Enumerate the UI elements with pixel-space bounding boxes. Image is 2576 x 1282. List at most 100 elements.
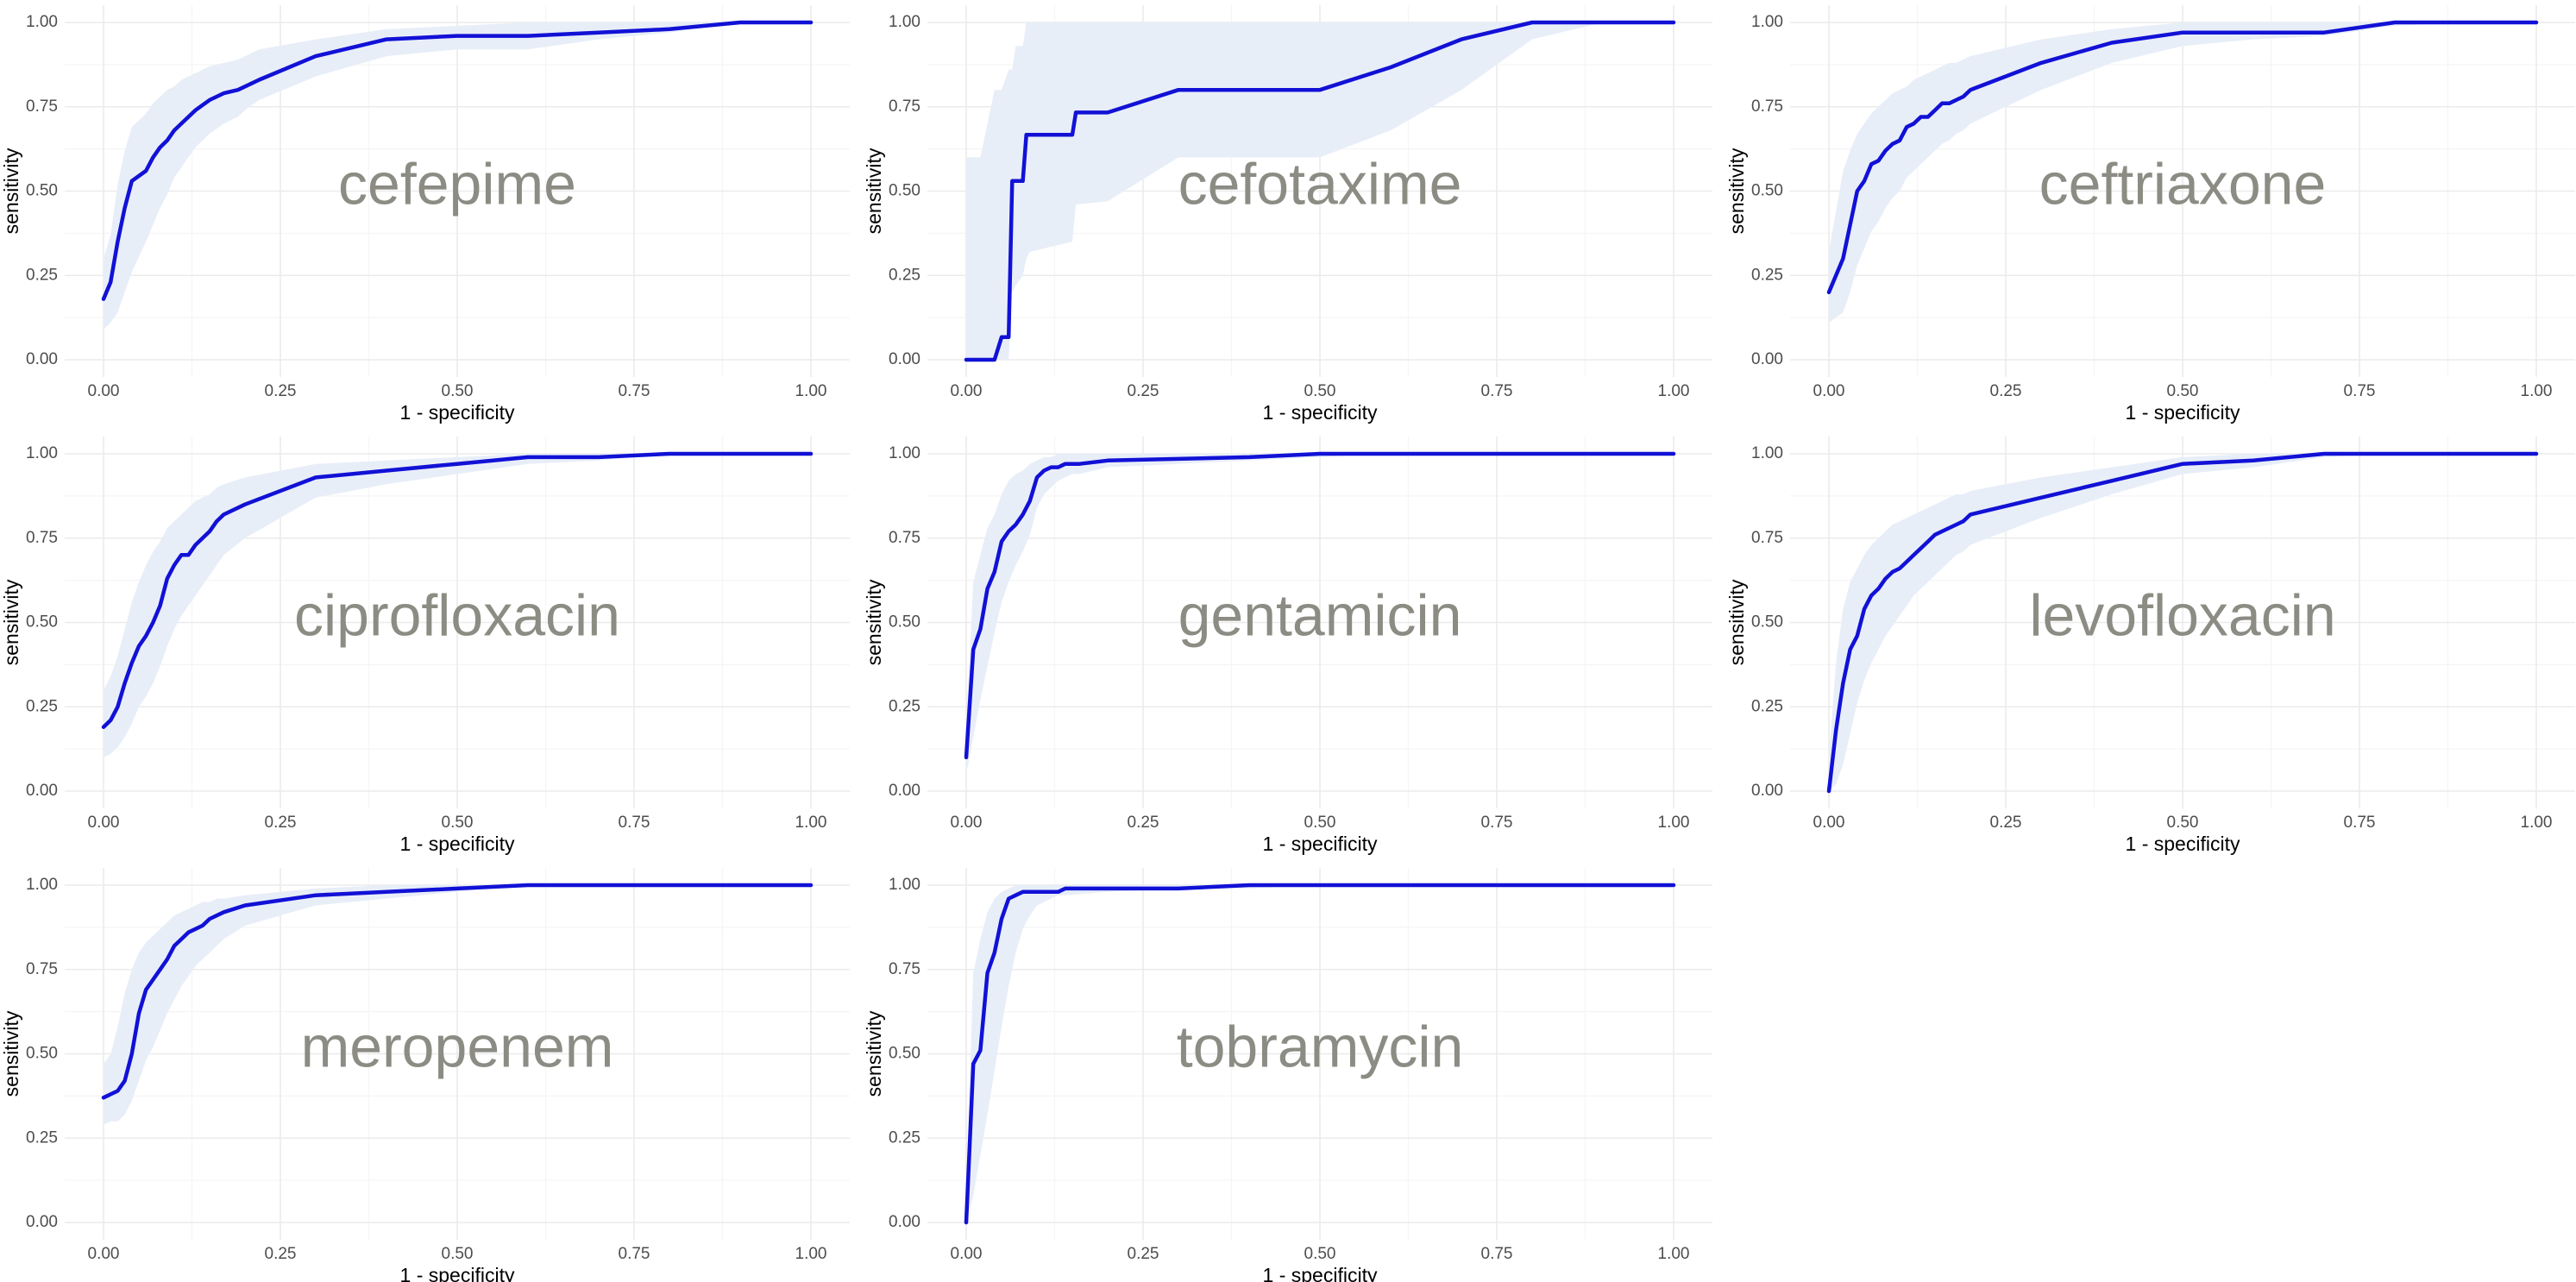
- x-tick-label: 0.50: [2167, 814, 2199, 832]
- x-tick-label: 1.00: [795, 1245, 827, 1263]
- roc-curve: [964, 20, 1676, 362]
- y-tick-label: 0.75: [1751, 529, 1783, 547]
- y-tick-label: 0.25: [26, 697, 58, 715]
- y-tick-label: 0.00: [1751, 782, 1783, 800]
- x-tick-label: 0.00: [88, 382, 120, 400]
- y-tick-label: 0.50: [1751, 182, 1783, 200]
- y-tick-label: 0.00: [1751, 350, 1783, 368]
- antibiotic-label: levofloxacin: [2029, 582, 2335, 648]
- x-tick-label: 1.00: [795, 814, 827, 832]
- y-tick-label: 0.25: [26, 266, 58, 284]
- antibiotic-label: ceftriaxone: [2039, 151, 2327, 217]
- x-axis-title: 1 - specificity: [400, 401, 515, 424]
- panel-cefotaxime: cefotaxime 0.00 0.25 0.50 0.75 1.00 0.00 0.25 0.…: [863, 5, 1712, 424]
- y-axis-title: sensitivity: [0, 579, 22, 665]
- x-axis-title: 1 - specificity: [1263, 833, 1378, 855]
- y-axis-title: sensitivity: [863, 148, 885, 234]
- roc-curve: [101, 883, 814, 1100]
- y-tick-label: 0.25: [1751, 266, 1783, 284]
- x-tick-label: 0.75: [619, 382, 650, 400]
- x-tick-label: 0.25: [1128, 814, 1159, 832]
- x-axis-title: 1 - specificity: [2126, 833, 2240, 855]
- y-tick-label: 0.00: [889, 350, 920, 368]
- y-tick-label: 1.00: [1751, 13, 1783, 31]
- x-tick-label: 0.75: [619, 1245, 650, 1263]
- x-tick-label: 0.75: [619, 814, 650, 832]
- y-tick-label: 0.25: [889, 697, 920, 715]
- x-tick-label: 0.25: [1128, 1245, 1159, 1263]
- x-tick-label: 0.25: [265, 814, 297, 832]
- roc-curve: [964, 451, 1676, 760]
- y-tick-label: 0.75: [889, 960, 920, 978]
- confidence-band: [966, 454, 1674, 775]
- y-tick-label: 0.25: [889, 266, 920, 284]
- x-axis-title: 1 - specificity: [2126, 401, 2240, 424]
- x-tick-label: 0.75: [1481, 1245, 1513, 1263]
- y-tick-label: 1.00: [889, 13, 920, 31]
- x-tick-label: 0.25: [1990, 382, 2022, 400]
- x-tick-label: 0.75: [1481, 382, 1513, 400]
- x-tick-label: 0.50: [442, 382, 474, 400]
- y-tick-label: 0.25: [26, 1128, 58, 1147]
- y-tick-label: 0.00: [26, 350, 58, 368]
- x-tick-label: 0.75: [2344, 814, 2376, 832]
- y-tick-label: 1.00: [26, 13, 58, 31]
- y-tick-label: 0.00: [889, 782, 920, 800]
- panel-levofloxacin: levofloxacin 0.00 0.25 0.50 0.75 1.00 0.00 0.25…: [1725, 437, 2575, 855]
- y-tick-label: 0.00: [26, 782, 58, 800]
- x-tick-label: 0.75: [1481, 814, 1513, 832]
- y-axis-title: sensitivity: [1725, 148, 1748, 234]
- x-axis-title: 1 - specificity: [1263, 1264, 1378, 1282]
- y-tick-label: 0.75: [889, 97, 920, 116]
- antibiotic-label: ciprofloxacin: [294, 582, 620, 648]
- y-tick-label: 0.50: [26, 1045, 58, 1063]
- y-tick-label: 1.00: [26, 444, 58, 462]
- x-tick-label: 0.50: [1304, 814, 1336, 832]
- antibiotic-label: tobramycin: [1177, 1014, 1464, 1079]
- x-tick-label: 0.00: [951, 1245, 983, 1263]
- y-tick-label: 0.50: [889, 613, 920, 632]
- y-tick-label: 1.00: [26, 876, 58, 894]
- roc-curve: [1826, 20, 2539, 295]
- x-tick-label: 0.50: [2167, 382, 2199, 400]
- y-tick-label: 0.50: [889, 1045, 920, 1063]
- y-tick-label: 0.75: [26, 529, 58, 547]
- x-tick-label: 0.75: [2344, 382, 2376, 400]
- roc-curve: [1826, 451, 2539, 794]
- x-tick-label: 0.00: [1813, 814, 1845, 832]
- x-tick-label: 0.25: [265, 1245, 297, 1263]
- antibiotic-label: cefotaxime: [1178, 151, 1462, 217]
- antibiotic-label: gentamicin: [1178, 582, 1462, 648]
- x-tick-label: 1.00: [1658, 1245, 1690, 1263]
- x-axis-title: 1 - specificity: [400, 833, 515, 855]
- roc-curve: [101, 20, 814, 301]
- panel-ceftriaxone: ceftriaxone 0.00 0.25 0.50 0.75 1.00 0.00 0.25 0…: [1725, 5, 2575, 424]
- y-tick-label: 0.75: [26, 97, 58, 116]
- x-axis-title: 1 - specificity: [1263, 401, 1378, 424]
- confidence-band: [966, 22, 1674, 360]
- panel-ciprofloxacin: ciprofloxacin 0.00 0.25 0.50 0.75 1.00 0.00 0.2…: [0, 437, 850, 855]
- x-tick-label: 0.50: [1304, 1245, 1336, 1263]
- antibiotic-label: cefepime: [338, 151, 576, 217]
- y-tick-label: 0.75: [889, 529, 920, 547]
- y-axis-title: sensitivity: [863, 1010, 885, 1097]
- x-tick-label: 0.00: [951, 814, 983, 832]
- roc-curve: [964, 883, 1676, 1225]
- roc-curve: [101, 451, 814, 729]
- panel-meropenem: meropenem 0.00 0.25 0.50 0.75 1.00 0.00 0.25 0.5…: [0, 868, 850, 1282]
- y-tick-label: 0.50: [1751, 613, 1783, 632]
- x-tick-label: 1.00: [2521, 814, 2553, 832]
- x-tick-label: 0.00: [951, 382, 983, 400]
- x-tick-label: 0.25: [1128, 382, 1159, 400]
- y-tick-label: 1.00: [889, 876, 920, 894]
- y-tick-label: 0.50: [26, 613, 58, 632]
- panel-tobramycin: tobramycin 0.00 0.25 0.50 0.75 1.00 0.00 0.25 0.…: [863, 868, 1712, 1282]
- x-tick-label: 1.00: [1658, 814, 1690, 832]
- y-tick-label: 1.00: [1751, 444, 1783, 462]
- y-axis-title: sensitivity: [1725, 579, 1748, 665]
- y-tick-label: 0.75: [1751, 97, 1783, 116]
- x-tick-label: 0.25: [265, 382, 297, 400]
- x-axis-title: 1 - specificity: [400, 1264, 515, 1282]
- y-tick-label: 0.25: [1751, 697, 1783, 715]
